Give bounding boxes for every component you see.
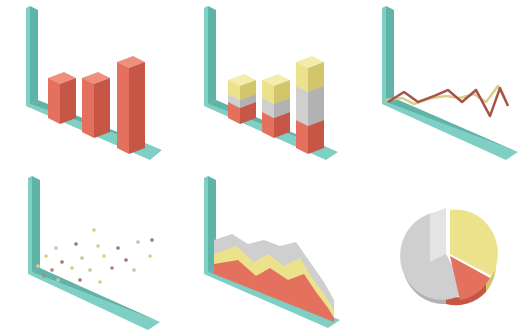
pie-chart-icon bbox=[400, 208, 498, 306]
line-series bbox=[385, 84, 508, 106]
area-chart-icon bbox=[204, 176, 340, 328]
line-chart-icon bbox=[382, 6, 518, 160]
bar bbox=[82, 72, 110, 138]
bar-chart-icon bbox=[26, 6, 162, 160]
stacked-bar bbox=[296, 56, 324, 154]
scatter-points bbox=[36, 228, 154, 284]
bar bbox=[48, 72, 76, 124]
bar bbox=[117, 56, 145, 154]
pie-slice bbox=[450, 256, 490, 300]
pie-edge bbox=[486, 256, 496, 292]
pie-edge bbox=[446, 284, 486, 306]
pie-slice-face bbox=[430, 208, 446, 262]
line-series bbox=[387, 86, 510, 118]
scatter-plot-icon bbox=[28, 176, 160, 330]
pie-edge bbox=[401, 238, 446, 305]
pie-slice bbox=[450, 209, 498, 276]
area-series bbox=[214, 260, 334, 322]
stacked-bar bbox=[262, 74, 290, 138]
stacked-bar-chart-icon bbox=[204, 6, 338, 160]
stacked-bar bbox=[228, 74, 256, 124]
axis bbox=[382, 6, 518, 160]
axis bbox=[28, 176, 160, 330]
